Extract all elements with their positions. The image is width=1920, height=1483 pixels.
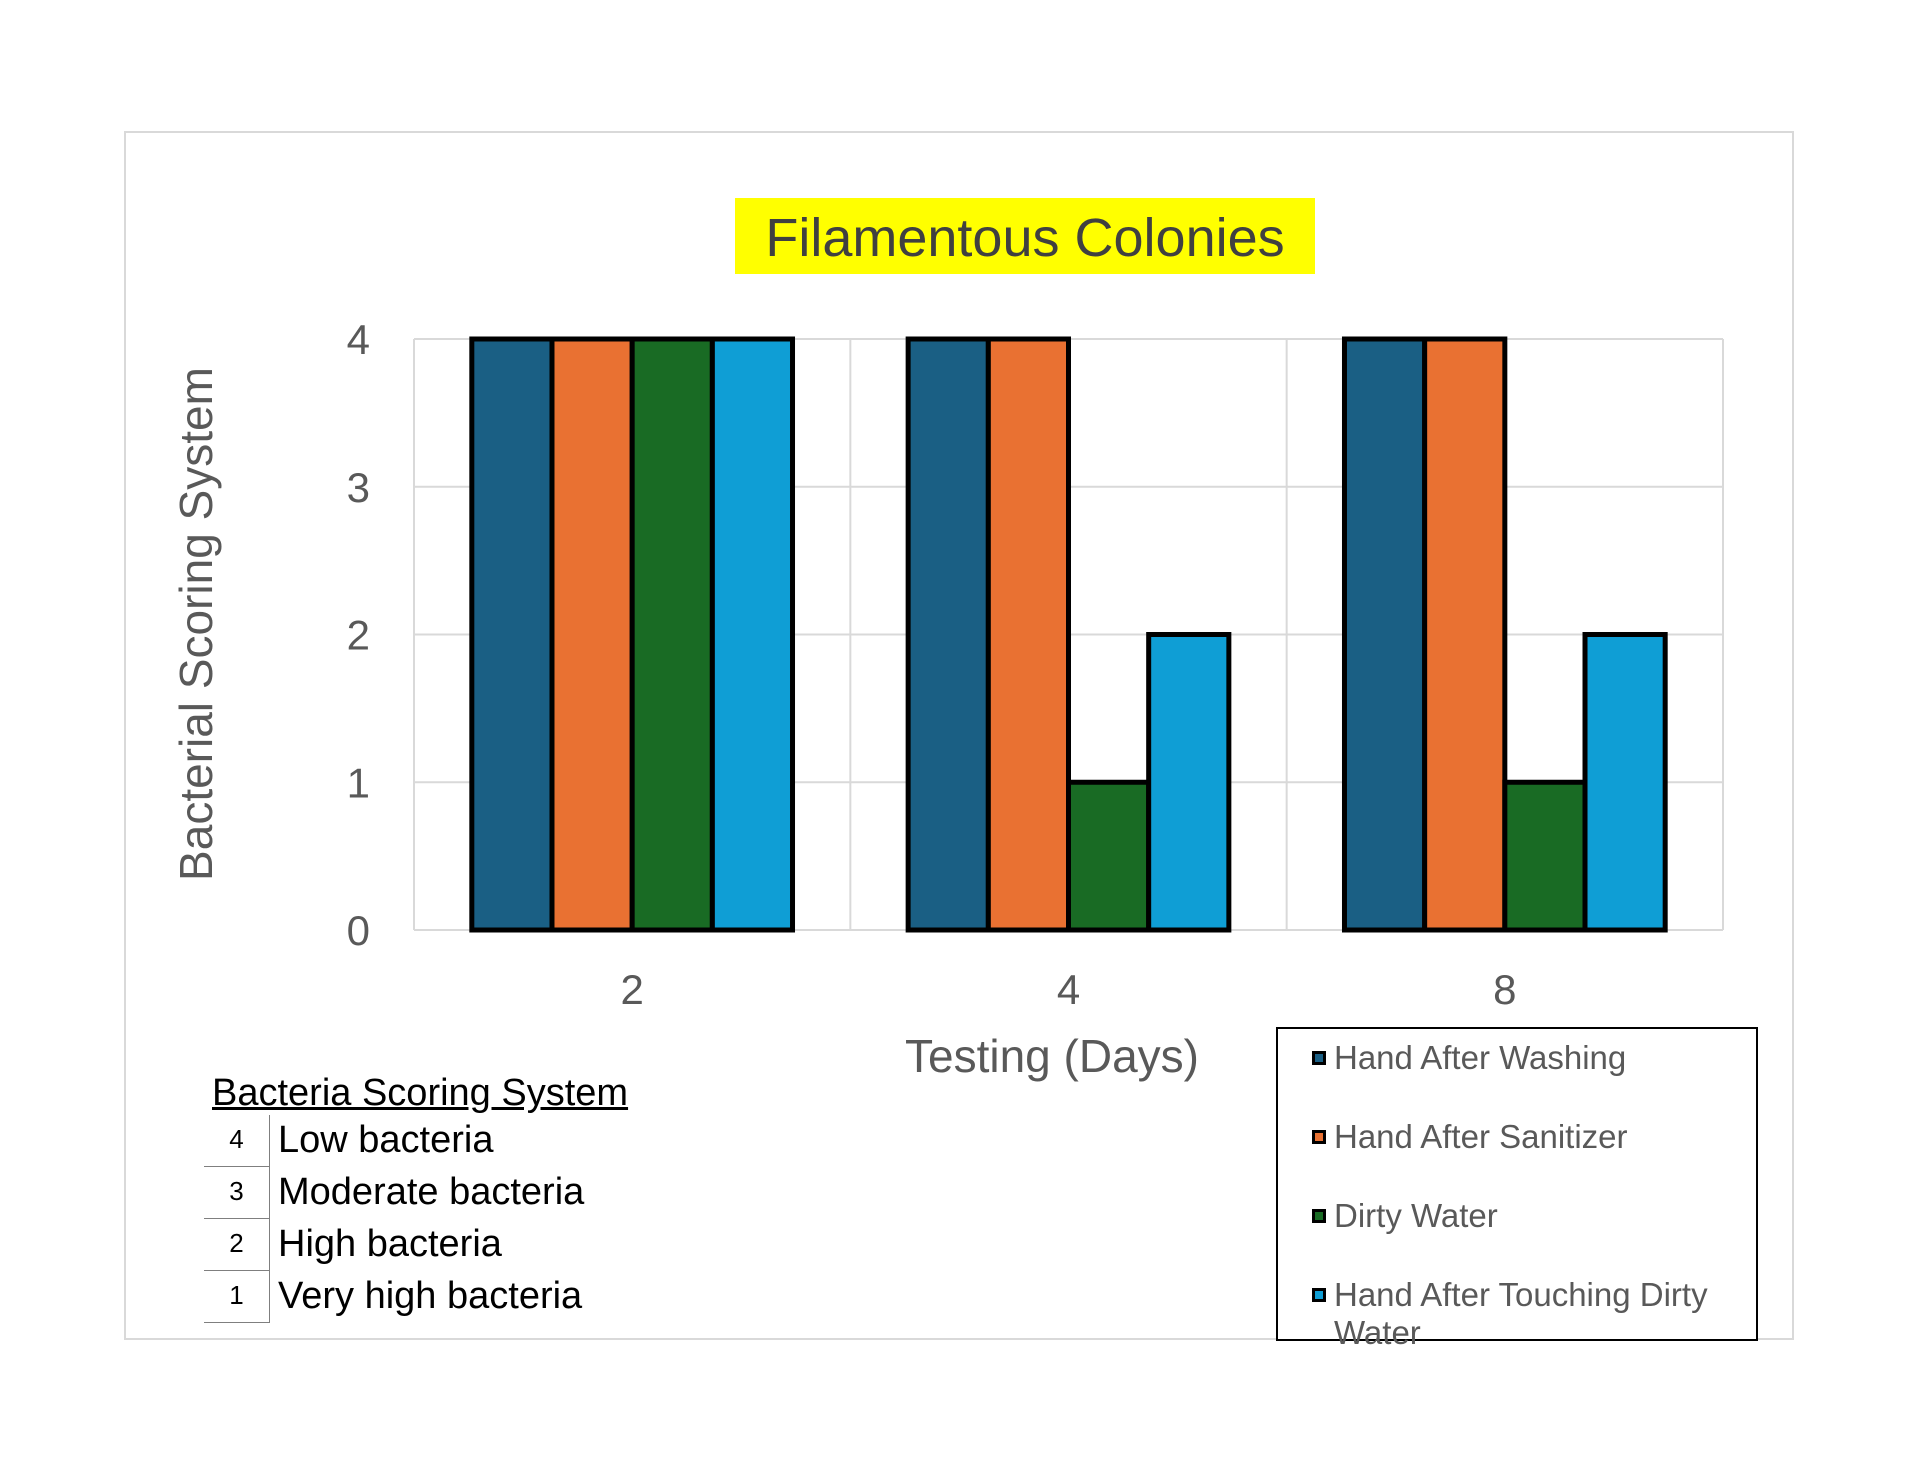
scoring-row: 2 High bacteria xyxy=(204,1219,674,1271)
legend-swatch xyxy=(1312,1051,1326,1065)
legend-label: Dirty Water xyxy=(1334,1197,1498,1234)
scoring-row: 4 Low bacteria xyxy=(204,1115,674,1167)
score-description: Low bacteria xyxy=(278,1119,494,1161)
y-axis-ticks: 0 1 2 3 4 xyxy=(347,316,370,954)
bar xyxy=(469,336,555,933)
bar xyxy=(709,336,796,933)
legend-item-hand-after-sanitizer: Hand After Sanitizer xyxy=(1312,1118,1742,1156)
y-tick-label: 4 xyxy=(347,316,370,363)
x-axis-label: Testing (Days) xyxy=(905,1030,1199,1082)
y-tick-label: 2 xyxy=(347,612,370,659)
bar-series xyxy=(469,336,1668,933)
score-description: Very high bacteria xyxy=(278,1275,583,1317)
legend-item-dirty-water: Dirty Water xyxy=(1312,1197,1742,1235)
legend-item-hand-after-touching-dirty-water: Hand After Touching Dirty Water xyxy=(1312,1276,1742,1352)
score-description: High bacteria xyxy=(278,1223,502,1265)
legend-swatch xyxy=(1312,1130,1326,1144)
bar xyxy=(1582,632,1668,933)
bar xyxy=(1146,632,1232,933)
y-axis-label: Bacterial Scoring System xyxy=(170,367,222,881)
y-tick-label: 0 xyxy=(347,907,370,954)
scoring-row: 3 Moderate bacteria xyxy=(204,1167,674,1219)
chart-title-highlight xyxy=(735,198,1315,274)
score-value: 3 xyxy=(204,1167,270,1219)
score-value: 4 xyxy=(204,1115,270,1167)
score-value: 2 xyxy=(204,1219,270,1271)
score-value: 1 xyxy=(204,1271,270,1323)
bar xyxy=(1422,336,1508,933)
bar xyxy=(1341,336,1428,933)
legend-label: Hand After Washing xyxy=(1334,1039,1627,1076)
scoring-system-table: Bacteria Scoring System 4 Low bacteria 3… xyxy=(204,1072,674,1323)
x-axis-ticks: 2 4 8 xyxy=(620,966,1516,1013)
legend-swatch xyxy=(1312,1288,1326,1302)
x-tick-label: 2 xyxy=(620,966,643,1013)
bar xyxy=(985,336,1071,933)
scoring-system-title: Bacteria Scoring System xyxy=(212,1072,629,1114)
bar xyxy=(549,336,635,933)
x-tick-label: 8 xyxy=(1493,966,1516,1013)
legend-label: Hand After Touching Dirty Water xyxy=(1334,1276,1708,1351)
legend: Hand After Washing Hand After Sanitizer … xyxy=(1276,1027,1758,1351)
bar xyxy=(1502,779,1588,933)
score-description: Moderate bacteria xyxy=(278,1171,585,1213)
bar xyxy=(629,336,715,933)
legend-item-hand-after-washing: Hand After Washing xyxy=(1312,1039,1742,1077)
legend-swatch xyxy=(1312,1209,1326,1223)
bar xyxy=(905,336,991,933)
y-tick-label: 3 xyxy=(347,464,370,511)
scoring-row: 1 Very high bacteria xyxy=(204,1271,674,1323)
legend-label: Hand After Sanitizer xyxy=(1334,1118,1628,1155)
x-tick-label: 4 xyxy=(1057,966,1080,1013)
y-tick-label: 1 xyxy=(347,759,370,806)
chart-title: Filamentous Colonies xyxy=(765,208,1284,268)
bar xyxy=(1066,779,1152,933)
